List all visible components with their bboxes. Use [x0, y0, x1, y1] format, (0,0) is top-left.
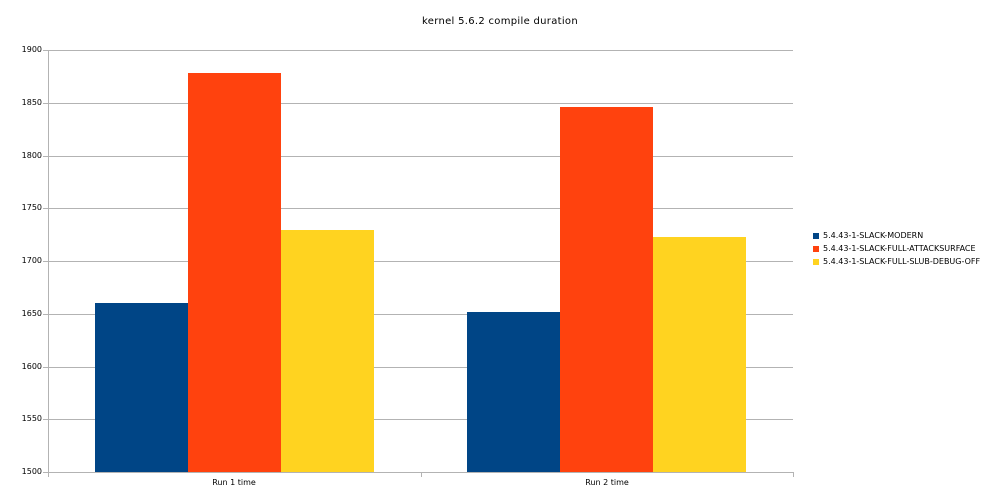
y-axis-tick: [43, 50, 48, 51]
y-axis-tick: [43, 419, 48, 420]
gridline: [48, 314, 793, 315]
y-axis-tick: [43, 156, 48, 157]
bar-series1-cat1: [95, 303, 188, 472]
y-axis-tick: [43, 261, 48, 262]
x-axis-line: [48, 472, 794, 473]
legend: 5.4.43-1-SLACK-MODERN 5.4.43-1-SLACK-FULL…: [813, 229, 980, 268]
gridline: [48, 367, 793, 368]
x-axis-category-label: Run 2 time: [585, 478, 629, 487]
bar-series3-cat1: [281, 230, 374, 472]
x-axis-tick: [48, 473, 49, 477]
legend-swatch-icon: [813, 232, 819, 239]
y-axis-line: [48, 50, 49, 477]
x-axis-tick: [793, 473, 794, 477]
legend-item: 5.4.43-1-SLACK-MODERN: [813, 229, 980, 242]
legend-label: 5.4.43-1-SLACK-MODERN: [823, 231, 924, 240]
gridline: [48, 208, 793, 209]
y-axis-tick-label: 1850: [21, 98, 42, 107]
gridline: [48, 156, 793, 157]
gridline: [48, 261, 793, 262]
legend-item: 5.4.43-1-SLACK-FULL-SLUB-DEBUG-OFF: [813, 255, 980, 268]
y-axis-tick: [43, 472, 48, 473]
y-axis-tick-label: 1900: [21, 45, 42, 54]
gridline: [48, 419, 793, 420]
y-axis-tick-label: 1650: [21, 309, 42, 318]
gridline: [48, 103, 793, 104]
y-axis-tick: [43, 208, 48, 209]
y-axis-tick-label: 1600: [21, 362, 42, 371]
legend-label: 5.4.43-1-SLACK-FULL-SLUB-DEBUG-OFF: [823, 257, 981, 266]
x-axis-tick: [421, 473, 422, 477]
legend-label: 5.4.43-1-SLACK-FULL-ATTACKSURFACE: [823, 244, 976, 253]
y-axis-tick-label: 1750: [21, 203, 42, 212]
y-axis-tick-label: 1500: [21, 467, 42, 476]
y-axis-tick-label: 1700: [21, 256, 42, 265]
y-axis-tick-label: 1550: [21, 414, 42, 423]
y-axis-tick: [43, 103, 48, 104]
plot-area: [48, 50, 793, 472]
y-axis-tick: [43, 314, 48, 315]
bar-series3-cat2: [653, 237, 746, 472]
bar-series2-cat1: [188, 73, 281, 472]
gridline: [48, 50, 793, 51]
legend-swatch-icon: [813, 245, 819, 252]
x-axis-category-label: Run 1 time: [212, 478, 256, 487]
legend-swatch-icon: [813, 258, 819, 265]
bar-series2-cat2: [560, 107, 653, 472]
legend-item: 5.4.43-1-SLACK-FULL-ATTACKSURFACE: [813, 242, 980, 255]
y-axis-tick: [43, 367, 48, 368]
chart-title: kernel 5.6.2 compile duration: [422, 16, 578, 27]
y-axis-tick-label: 1800: [21, 151, 42, 160]
bar-series1-cat2: [467, 312, 560, 472]
